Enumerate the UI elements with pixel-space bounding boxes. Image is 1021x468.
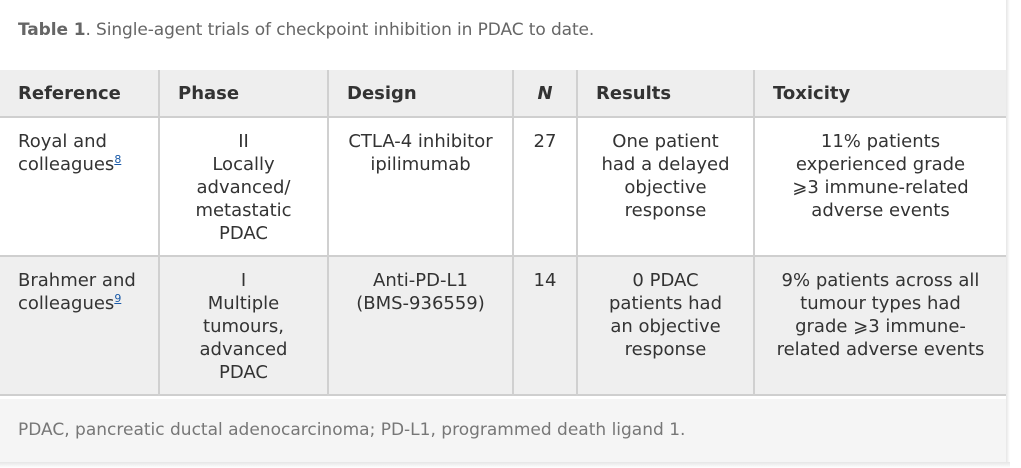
panel-shadow-right	[1006, 0, 1010, 468]
toxicity-text: 9% patients across all tumour types had …	[776, 270, 985, 360]
cell-reference: Royal and colleagues8	[0, 117, 160, 256]
header-n: N	[513, 70, 578, 118]
cell-results: One patient had a delayed objective resp…	[577, 117, 755, 256]
header-design: Design	[328, 70, 514, 118]
panel-shadow-bottom	[0, 462, 1010, 468]
results-text: One patient had a delayed objective resp…	[601, 131, 730, 221]
cell-n: 14	[513, 256, 578, 395]
cell-toxicity: 11% patients experienced grade ⩾3 immune…	[754, 117, 1006, 256]
cell-results: 0 PDAC patients had an objective respons…	[577, 256, 755, 395]
header-phase: Phase	[159, 70, 329, 118]
cell-phase: II Locally advanced/ metastatic PDAC	[159, 117, 329, 256]
table-label: Table 1	[18, 20, 86, 40]
cell-n: 27	[513, 117, 578, 256]
cell-design: Anti-PD-L1 (BMS-936559)	[328, 256, 514, 395]
table-caption: Table 1. Single-agent trials of checkpoi…	[18, 20, 594, 40]
header-reference: Reference	[0, 70, 160, 118]
phase-text: I Multiple tumours, advanced PDAC	[199, 270, 288, 383]
cell-phase: I Multiple tumours, advanced PDAC	[159, 256, 329, 395]
table-row: Royal and colleagues8 II Locally advance…	[0, 117, 1006, 256]
citation-link[interactable]: 9	[114, 292, 122, 305]
cell-design: CTLA-4 inhibitor ipilimumab	[328, 117, 514, 256]
toxicity-text: 11% patients experienced grade ⩾3 immune…	[792, 131, 969, 221]
table-footnote: PDAC, pancreatic ductal adenocarcinoma; …	[0, 399, 1006, 462]
design-text: Anti-PD-L1 (BMS-936559)	[356, 270, 485, 314]
results-text: 0 PDAC patients had an objective respons…	[608, 270, 723, 360]
table-header-row: Reference Phase Design N Results Toxicit…	[0, 70, 1006, 118]
table-row: Brahmer and colleagues9 I Multiple tumou…	[0, 256, 1006, 395]
header-results: Results	[577, 70, 755, 118]
table-caption-text: . Single-agent trials of checkpoint inhi…	[85, 20, 595, 40]
reference-text: Royal and colleagues	[18, 131, 115, 175]
trials-table: Reference Phase Design N Results Toxicit…	[0, 70, 1006, 396]
citation-link[interactable]: 8	[114, 153, 122, 166]
footnote-text: PDAC, pancreatic ductal adenocarcinoma; …	[18, 420, 686, 440]
phase-text: II Locally advanced/ metastatic PDAC	[195, 131, 292, 244]
reference-text: Brahmer and colleagues	[18, 270, 136, 314]
cell-toxicity: 9% patients across all tumour types had …	[754, 256, 1006, 395]
design-text: CTLA-4 inhibitor ipilimumab	[348, 131, 493, 175]
cell-reference: Brahmer and colleagues9	[0, 256, 160, 395]
header-toxicity: Toxicity	[754, 70, 1006, 118]
